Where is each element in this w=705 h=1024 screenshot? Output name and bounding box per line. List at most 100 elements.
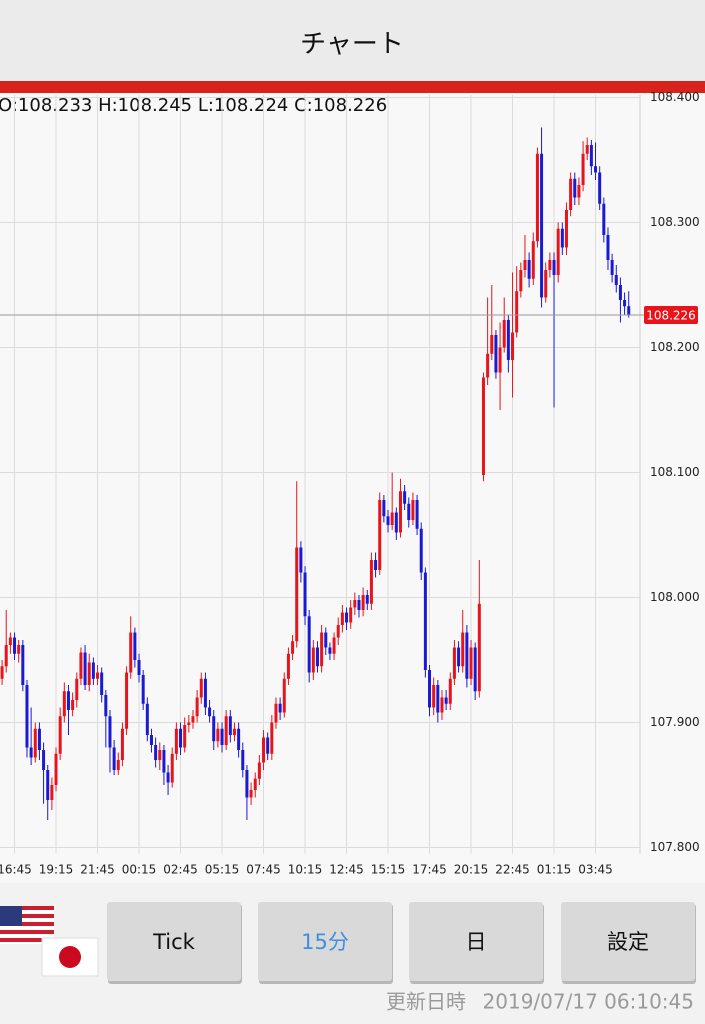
candle-body (465, 632, 469, 679)
candle-body (349, 607, 353, 623)
x-tick-label: 00:15 (122, 863, 157, 877)
candle-body (162, 750, 166, 773)
toolbar-button[interactable]: Tick (107, 902, 242, 984)
toolbar-button[interactable]: 15分 (258, 902, 393, 984)
button-face[interactable] (561, 902, 695, 981)
candle-body (448, 678, 452, 704)
candle-body (228, 716, 232, 735)
candle-body (502, 320, 506, 348)
candle-body (216, 728, 220, 742)
candle-body (282, 678, 286, 713)
x-tick-label: 15:15 (371, 863, 406, 877)
candle-body (519, 270, 523, 292)
button-label[interactable]: 15分 (301, 930, 349, 954)
y-tick-label: 108.300 (650, 215, 700, 229)
candle-body (531, 241, 535, 279)
candle-body (498, 347, 502, 373)
candle-body (390, 512, 394, 525)
y-tick-label: 108.100 (650, 465, 700, 479)
candle-body (369, 560, 373, 604)
candle-body (13, 637, 17, 654)
y-tick-label: 108.000 (650, 590, 700, 604)
x-tick-label: 16:45 (0, 863, 32, 877)
candle-body (237, 728, 241, 750)
candle-body (585, 145, 589, 154)
candle-body (436, 685, 440, 713)
candle-body (523, 260, 527, 270)
candle-body (573, 178, 577, 198)
candle-body (291, 641, 295, 654)
candle-body (477, 603, 481, 692)
candle-body (145, 703, 149, 735)
toolbar-button[interactable]: 設定 (561, 902, 696, 984)
y-tick-label: 108.400 (650, 90, 700, 104)
candle-body (490, 335, 494, 354)
candle-body (623, 300, 627, 307)
candle-body (511, 332, 515, 360)
candle-body (220, 728, 224, 745)
button-label[interactable]: Tick (152, 930, 196, 954)
candle-body (83, 652, 87, 685)
candle-body (116, 760, 120, 770)
candle-body (506, 320, 510, 360)
candle-body (50, 785, 54, 800)
y-tick-label: 108.200 (650, 340, 700, 354)
x-tick-label: 02:45 (163, 863, 198, 877)
x-tick-label: 07:45 (246, 863, 281, 877)
candle-body (315, 647, 319, 667)
candle-body (311, 647, 315, 673)
candle-body (415, 500, 419, 529)
candle-body (262, 737, 266, 763)
candle-body (353, 600, 357, 608)
candle-body (241, 750, 245, 770)
x-tick-label: 20:15 (454, 863, 489, 877)
candle-body (166, 772, 170, 783)
candle-body (224, 716, 228, 745)
candle-body (419, 528, 423, 573)
candle-body (257, 762, 261, 779)
app-title: チャート (300, 30, 404, 60)
button-face[interactable] (258, 902, 392, 981)
candle-body (295, 547, 299, 642)
candle-body (403, 491, 407, 504)
candle-body (266, 737, 270, 754)
candle-body (249, 790, 253, 798)
button-face[interactable] (409, 902, 543, 981)
y-tick-label: 107.800 (650, 840, 700, 854)
x-tick-label: 01:15 (537, 863, 572, 877)
toolbar-button[interactable]: 日 (409, 902, 544, 984)
candle-body (540, 153, 544, 298)
candle-body (232, 728, 236, 735)
candle-body (614, 275, 618, 285)
candle-body (195, 697, 199, 717)
candle-body (386, 516, 390, 525)
candle-body (278, 703, 282, 713)
button-label[interactable]: 設定 (607, 930, 649, 954)
candle-body (556, 228, 560, 275)
candle-body (452, 647, 456, 679)
candle-body (299, 547, 303, 573)
candle-body (0, 666, 4, 679)
candle-body (79, 652, 83, 679)
candle-body (141, 675, 145, 704)
candle-body (33, 728, 37, 758)
candle-body (340, 612, 344, 625)
candle-body (461, 632, 465, 667)
candle-body (187, 722, 191, 725)
x-tick-label: 03:45 (578, 863, 613, 877)
candle-body (627, 306, 631, 315)
jp-flag (41, 937, 99, 977)
candle-body (133, 632, 137, 660)
candle-body (481, 377, 485, 475)
app-bar (0, 0, 705, 81)
button-face[interactable] (107, 902, 241, 981)
candle-body (469, 647, 473, 679)
candle-body (486, 353, 490, 378)
candle-body (191, 716, 195, 723)
ohlc-readout: O:108.233 H:108.245 L:108.224 C:108.226 (0, 95, 387, 116)
candle-body (21, 645, 25, 685)
candle-body (589, 145, 593, 167)
candle-body (581, 153, 585, 185)
button-label[interactable]: 日 (466, 930, 487, 954)
candle-body (91, 662, 95, 679)
